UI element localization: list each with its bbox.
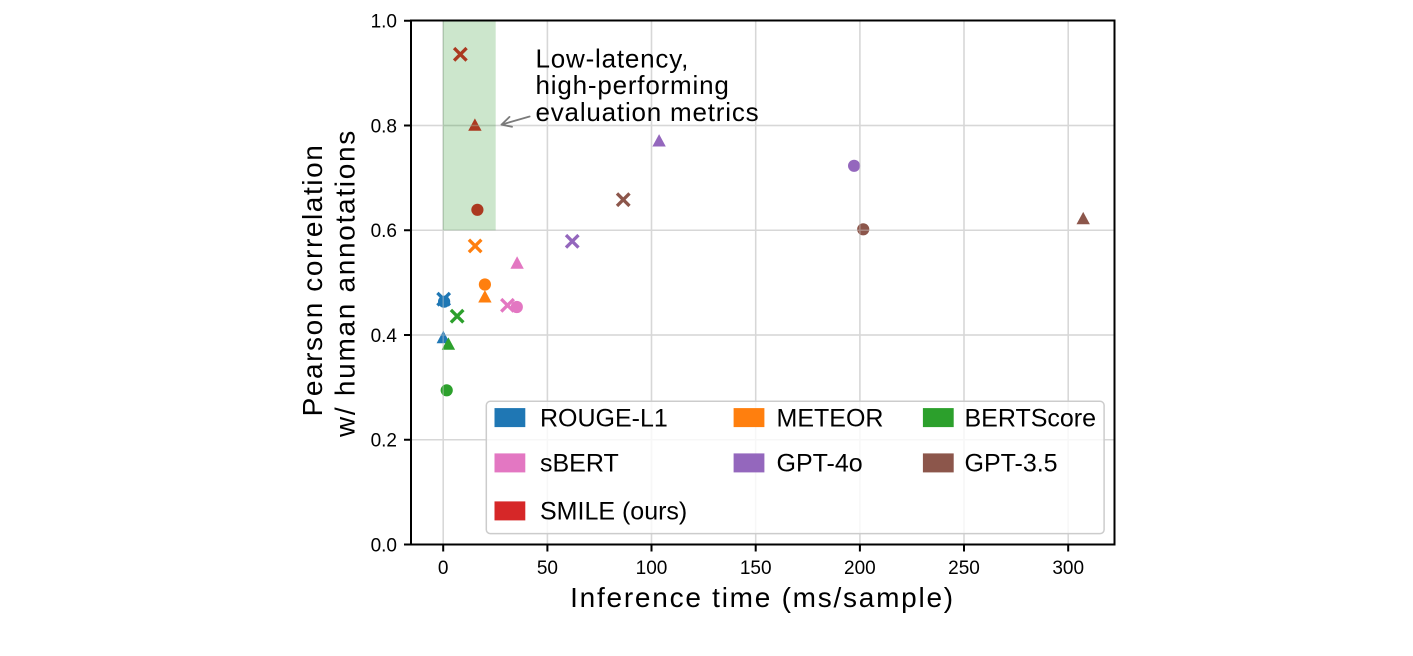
- svg-text:250: 250: [948, 558, 980, 579]
- svg-text:SMILE (ours): SMILE (ours): [540, 498, 687, 526]
- svg-text:0.0: 0.0: [371, 535, 397, 556]
- svg-text:1.0: 1.0: [371, 12, 397, 33]
- svg-text:METEOR: METEOR: [777, 404, 884, 432]
- svg-text:evaluation metrics: evaluation metrics: [536, 97, 760, 127]
- svg-text:0.6: 0.6: [371, 221, 397, 242]
- svg-text:sBERT: sBERT: [540, 450, 619, 478]
- svg-text:100: 100: [636, 558, 668, 579]
- svg-text:0.4: 0.4: [371, 326, 398, 347]
- svg-text:BERTScore: BERTScore: [965, 404, 1097, 432]
- svg-text:GPT-4o: GPT-4o: [777, 450, 863, 478]
- svg-text:high-performing: high-performing: [536, 70, 730, 100]
- svg-text:200: 200: [844, 558, 876, 579]
- svg-text:300: 300: [1052, 558, 1084, 579]
- svg-text:150: 150: [740, 558, 772, 579]
- svg-text:0: 0: [438, 558, 449, 579]
- svg-text:0.8: 0.8: [371, 116, 397, 137]
- svg-text:Inference time (ms/sample): Inference time (ms/sample): [570, 582, 955, 613]
- svg-text:ROUGE-L1: ROUGE-L1: [540, 404, 668, 432]
- svg-text:w/ human annotations: w/ human annotations: [330, 129, 361, 438]
- svg-text:0.2: 0.2: [371, 431, 397, 452]
- svg-text:GPT-3.5: GPT-3.5: [965, 450, 1058, 478]
- svg-text:Pearson correlation: Pearson correlation: [297, 144, 328, 417]
- svg-text:Low-latency,: Low-latency,: [536, 43, 690, 73]
- svg-text:50: 50: [537, 558, 558, 579]
